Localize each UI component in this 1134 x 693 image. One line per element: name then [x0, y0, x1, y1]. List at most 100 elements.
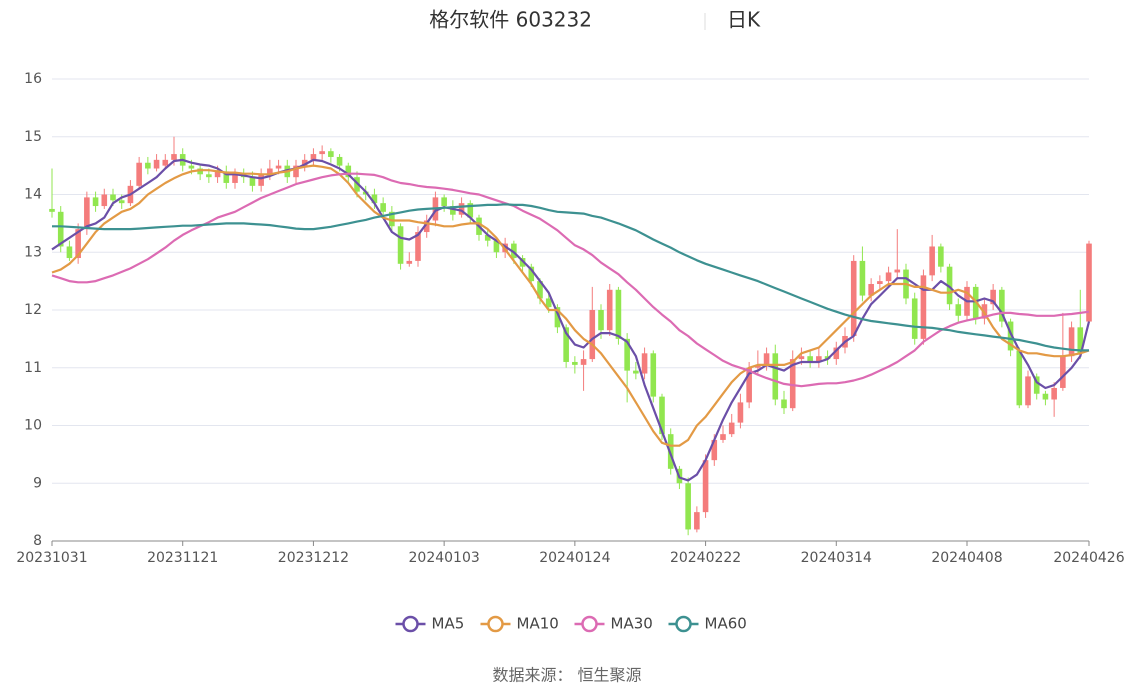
- candle-body: [171, 154, 177, 160]
- candle-body: [580, 359, 587, 365]
- candle-body: [232, 174, 238, 183]
- candle-body: [1086, 243, 1092, 322]
- candle-body: [1042, 393, 1049, 400]
- y-tick-label: 8: [33, 533, 42, 549]
- x-tick-label: 20240408: [931, 550, 1002, 566]
- candle-body: [380, 203, 386, 212]
- ma-line: [51, 164, 1090, 447]
- candle-body: [850, 260, 857, 336]
- candle-body: [938, 246, 944, 267]
- candle-body: [1007, 321, 1014, 351]
- candle-body: [153, 159, 160, 169]
- candle-body: [537, 281, 543, 299]
- candle-body: [441, 197, 447, 207]
- candle-body: [484, 234, 491, 241]
- source-note: 数据来源： 恒生聚源: [492, 666, 641, 685]
- candle-body: [75, 229, 81, 259]
- candle-body: [659, 396, 665, 435]
- candle-body: [746, 367, 752, 403]
- candle-body: [685, 483, 691, 530]
- candle-body: [249, 177, 256, 186]
- candle-body: [1051, 387, 1057, 400]
- candle-body: [990, 289, 996, 305]
- candle-body: [615, 289, 622, 339]
- candle-body: [206, 174, 212, 178]
- candle-body: [423, 220, 430, 233]
- candle-body: [162, 159, 169, 166]
- candle-body: [275, 165, 282, 169]
- x-tick-label: 20240314: [801, 550, 872, 566]
- x-tick-label: 20240124: [539, 550, 610, 566]
- candle-body: [955, 304, 962, 316]
- legend-marker: [675, 615, 692, 633]
- y-tick-label: 11: [24, 360, 42, 376]
- x-tick-label: 20231121: [147, 550, 218, 566]
- candle-body: [554, 307, 561, 328]
- x-tick-label: 20240222: [670, 550, 741, 566]
- candle-body: [397, 226, 404, 264]
- candle-body: [415, 232, 421, 261]
- candle-body: [197, 168, 203, 175]
- candle-body: [606, 289, 613, 331]
- candle-body: [999, 289, 1005, 322]
- candle-body: [929, 246, 935, 276]
- candle-body: [589, 310, 596, 360]
- candle-body: [807, 356, 813, 362]
- candle-body: [633, 370, 639, 374]
- candle-body: [781, 399, 787, 409]
- legend-label: MA5: [432, 615, 465, 633]
- candle-body: [598, 310, 604, 331]
- y-tick-label: 14: [24, 187, 42, 203]
- legend-label: MA10: [517, 615, 559, 633]
- candle-body: [136, 162, 142, 186]
- candle-body: [772, 353, 779, 400]
- legend-item: MA5: [395, 615, 465, 633]
- candle-body: [920, 275, 927, 339]
- ma-line: [51, 158, 1091, 482]
- candle-body: [1025, 376, 1031, 406]
- y-tick-label: 15: [24, 129, 42, 145]
- candle-body: [755, 364, 761, 368]
- y-tick-label: 10: [24, 418, 42, 434]
- candle-body: [458, 203, 465, 215]
- legend-item: MA10: [480, 615, 559, 633]
- candle-body: [624, 338, 630, 371]
- x-tick-label: 20231212: [278, 550, 349, 566]
- chart-title: 格尔软件 603232: [429, 8, 592, 32]
- candle-body: [650, 353, 657, 397]
- candle-body: [57, 211, 64, 247]
- ma-line: [51, 172, 1090, 388]
- candle-body: [911, 298, 918, 339]
- candle-body: [467, 203, 474, 218]
- candle-body: [214, 171, 221, 178]
- candle-body: [66, 246, 73, 259]
- candle-body: [1060, 356, 1066, 388]
- y-tick-label: 13: [24, 244, 42, 260]
- candle-body: [711, 439, 718, 461]
- candle-body: [511, 243, 517, 259]
- candle-body: [859, 260, 866, 296]
- legend-item: MA60: [668, 615, 747, 633]
- candle-body: [1077, 327, 1084, 354]
- candle-body: [493, 240, 500, 253]
- candle-body: [328, 151, 334, 157]
- candle-body: [188, 165, 195, 169]
- candle-body: [877, 281, 883, 285]
- x-tick-label: 20240426: [1053, 550, 1124, 566]
- candle-body: [1016, 350, 1023, 406]
- ma-line: [52, 203, 1089, 352]
- candle-body: [92, 197, 99, 207]
- candle-body: [406, 260, 413, 264]
- candle-body: [336, 156, 343, 166]
- candle-body: [528, 266, 535, 282]
- legend-marker: [402, 615, 419, 633]
- candle-body: [84, 197, 90, 230]
- candle-body: [49, 208, 55, 212]
- candle-body: [223, 171, 230, 183]
- legend-marker: [581, 615, 598, 633]
- candle-body: [798, 356, 805, 360]
- candle-body: [450, 206, 456, 215]
- candle-body: [110, 194, 116, 201]
- candle-body: [345, 165, 352, 178]
